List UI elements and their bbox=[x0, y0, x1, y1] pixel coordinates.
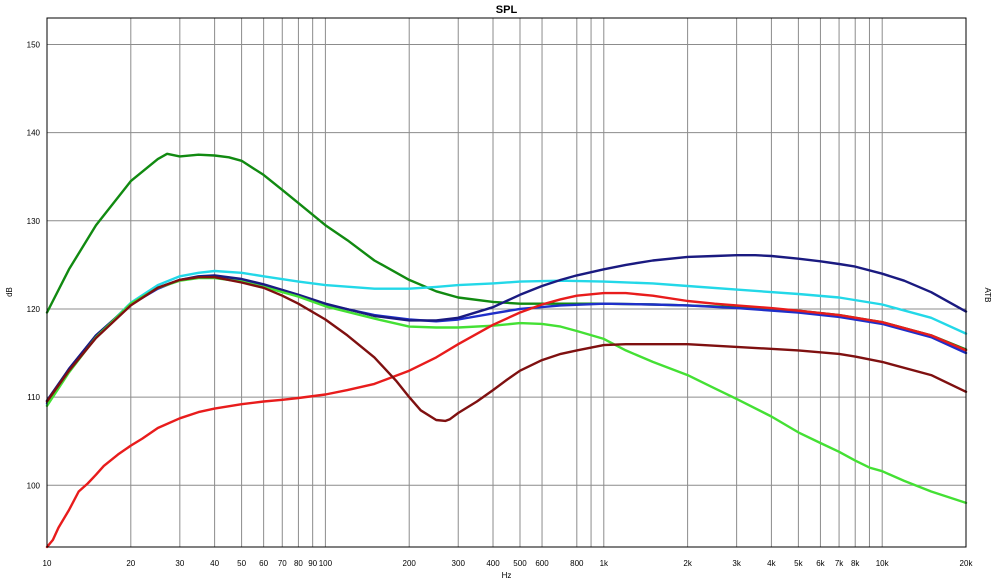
x-tick-label: 40 bbox=[210, 559, 219, 568]
y-tick-label: 150 bbox=[27, 40, 41, 49]
x-tick-label: 10 bbox=[43, 559, 52, 568]
x-tick-label: 60 bbox=[259, 559, 268, 568]
x-tick-label: 5k bbox=[794, 559, 803, 568]
grid bbox=[47, 18, 966, 547]
y-axis-label: dB bbox=[5, 287, 14, 297]
x-tick-label: 80 bbox=[294, 559, 303, 568]
x-tick-label: 20 bbox=[126, 559, 135, 568]
y-tick-label: 130 bbox=[27, 217, 41, 226]
x-tick-label: 7k bbox=[835, 559, 844, 568]
x-tick-label: 90 bbox=[308, 559, 317, 568]
plot-frame bbox=[46, 17, 967, 548]
y-tick-label: 120 bbox=[27, 305, 41, 314]
x-tick-label: 500 bbox=[513, 559, 527, 568]
x-tick-label: 8k bbox=[851, 559, 860, 568]
x-tick-label: 20k bbox=[960, 559, 974, 568]
x-tick-label: 6k bbox=[816, 559, 825, 568]
x-tick-label: 4k bbox=[767, 559, 776, 568]
x-tick-label: 600 bbox=[535, 559, 549, 568]
series-line-6 bbox=[45, 291, 968, 549]
x-tick-label: 100 bbox=[319, 559, 333, 568]
x-tick-label: 200 bbox=[403, 559, 417, 568]
x-tick-labels: 10 20 30 40 50 60 70 80 90 100 200 300 400 500 600 800 1… bbox=[43, 559, 974, 568]
x-tick-label: 2k bbox=[683, 559, 692, 568]
y-tick-label: 140 bbox=[27, 129, 41, 138]
x-tick-label: 50 bbox=[237, 559, 246, 568]
series-line-3 bbox=[45, 269, 968, 407]
series-line-7 bbox=[45, 276, 968, 423]
x-tick-label: 800 bbox=[570, 559, 584, 568]
x-tick-label: 300 bbox=[452, 559, 466, 568]
x-tick-label: 10k bbox=[876, 559, 890, 568]
x-axis-label: Hz bbox=[502, 571, 512, 580]
series-layer bbox=[45, 152, 968, 549]
x-tick-label: 400 bbox=[486, 559, 500, 568]
x-tick-label: 70 bbox=[278, 559, 287, 568]
y-tick-labels: 100 110 120 130 140 150 bbox=[27, 40, 41, 490]
chart-title: SPL bbox=[496, 4, 518, 16]
x-tick-label: 30 bbox=[175, 559, 184, 568]
y-tick-label: 100 bbox=[27, 481, 41, 490]
y-tick-label: 110 bbox=[27, 393, 40, 402]
x-tick-label: 3k bbox=[732, 559, 741, 568]
x-tick-label: 1k bbox=[600, 559, 609, 568]
right-axis-label: ATB bbox=[983, 288, 992, 303]
